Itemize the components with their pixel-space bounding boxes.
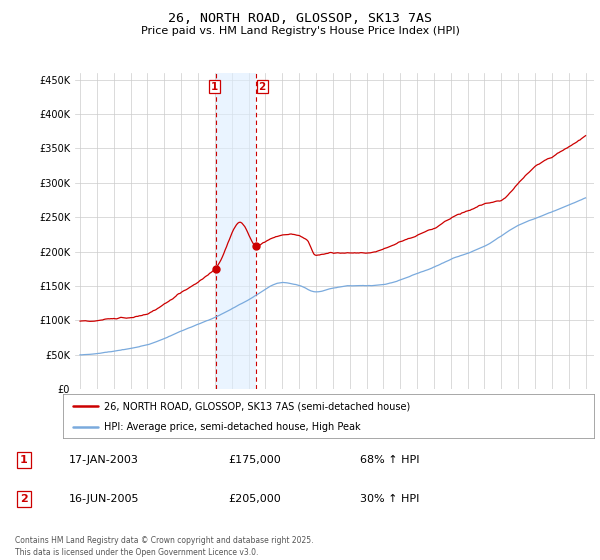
Text: 30% ↑ HPI: 30% ↑ HPI [360,494,419,504]
Text: 2: 2 [259,82,266,91]
Text: 1: 1 [211,82,218,91]
Bar [215,73,256,389]
Text: £175,000: £175,000 [228,455,281,465]
Text: £205,000: £205,000 [228,494,281,504]
Text: 1: 1 [20,455,28,465]
Text: 16-JUN-2005: 16-JUN-2005 [69,494,139,504]
Text: Contains HM Land Registry data © Crown copyright and database right 2025.
This d: Contains HM Land Registry data © Crown c… [15,536,314,557]
Text: Price paid vs. HM Land Registry's House Price Index (HPI): Price paid vs. HM Land Registry's House … [140,26,460,36]
Text: 26, NORTH ROAD, GLOSSOP, SK13 7AS: 26, NORTH ROAD, GLOSSOP, SK13 7AS [168,12,432,25]
Text: 17-JAN-2003: 17-JAN-2003 [69,455,139,465]
Text: 2: 2 [20,494,28,504]
Text: 68% ↑ HPI: 68% ↑ HPI [360,455,419,465]
Text: HPI: Average price, semi-detached house, High Peak: HPI: Average price, semi-detached house,… [104,422,361,432]
Text: 26, NORTH ROAD, GLOSSOP, SK13 7AS (semi-detached house): 26, NORTH ROAD, GLOSSOP, SK13 7AS (semi-… [104,402,410,412]
